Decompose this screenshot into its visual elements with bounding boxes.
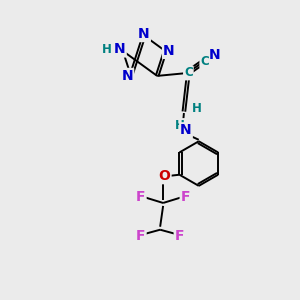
- Text: H: H: [191, 102, 201, 115]
- Text: N: N: [180, 123, 192, 137]
- Text: O: O: [159, 169, 170, 183]
- Text: C: C: [200, 55, 209, 68]
- Text: H: H: [175, 119, 185, 132]
- Text: F: F: [175, 229, 184, 243]
- Text: F: F: [181, 190, 190, 204]
- Text: N: N: [163, 44, 175, 58]
- Text: N: N: [208, 48, 220, 62]
- Text: C: C: [184, 66, 193, 80]
- Text: N: N: [122, 69, 133, 83]
- Text: F: F: [136, 190, 146, 204]
- Text: N: N: [138, 27, 150, 41]
- Text: F: F: [136, 229, 146, 243]
- Text: H: H: [102, 43, 111, 56]
- Text: N: N: [114, 43, 126, 56]
